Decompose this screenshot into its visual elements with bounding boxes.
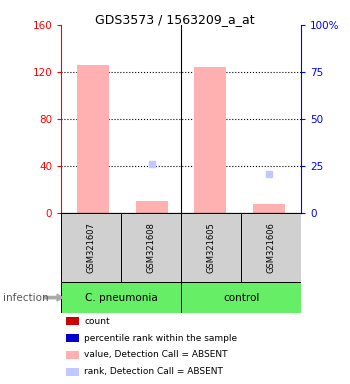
Bar [61,213,121,282]
Text: GDS3573 / 1563209_a_at: GDS3573 / 1563209_a_at [95,13,255,26]
Bar [66,351,79,359]
Text: GSM321606: GSM321606 [267,222,275,273]
Bar [253,204,285,213]
Text: rank, Detection Call = ABSENT: rank, Detection Call = ABSENT [84,367,223,376]
Bar [181,213,241,282]
Bar [77,65,110,213]
Bar [66,368,79,376]
Text: GSM321605: GSM321605 [206,222,216,273]
Text: infection: infection [4,293,49,303]
Bar [66,334,79,342]
Bar [136,201,168,213]
Bar [241,213,301,282]
Bar [61,282,181,313]
Bar [66,317,79,325]
Text: GSM321608: GSM321608 [147,222,156,273]
Text: percentile rank within the sample: percentile rank within the sample [84,334,237,343]
Text: GSM321607: GSM321607 [87,222,96,273]
Text: control: control [223,293,259,303]
Bar [194,67,226,213]
Bar [121,213,181,282]
Bar [181,282,301,313]
Text: count: count [84,317,110,326]
Text: value, Detection Call = ABSENT: value, Detection Call = ABSENT [84,351,228,359]
Text: C. pneumonia: C. pneumonia [85,293,158,303]
